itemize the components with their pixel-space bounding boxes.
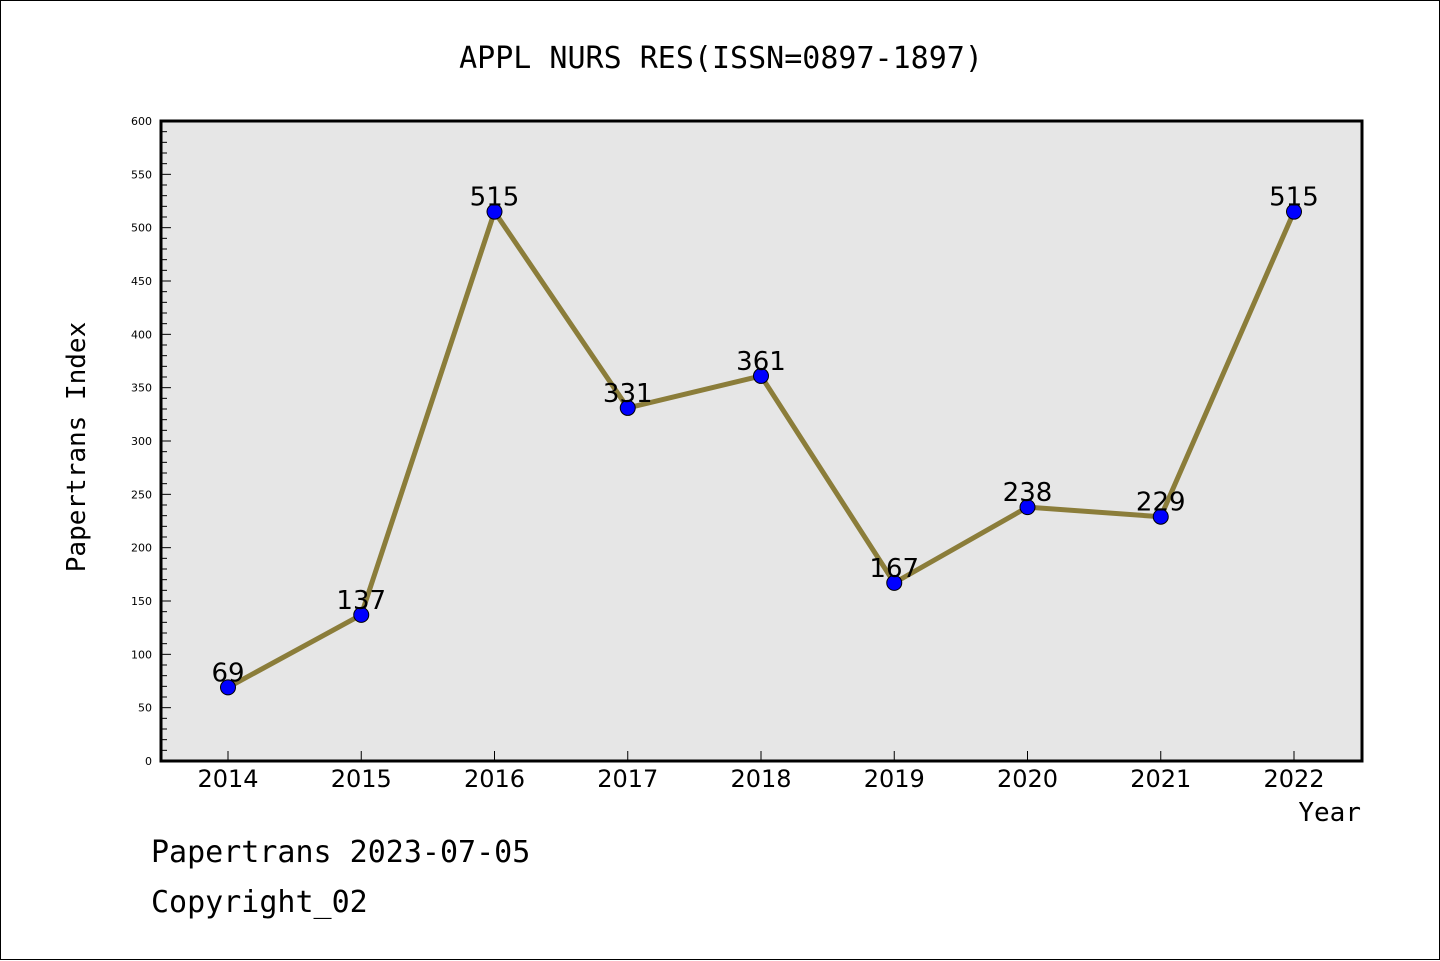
data-labels: 69 137 515 331 361 167 238 229 515 xyxy=(211,183,1318,689)
y-tick-label: 450 xyxy=(131,275,152,288)
x-tick-label: 2015 xyxy=(331,765,392,793)
x-tick-label: 2021 xyxy=(1130,765,1191,793)
data-point xyxy=(1019,499,1036,516)
data-label: 361 xyxy=(736,347,786,377)
y-axis-label: Papertrans Index xyxy=(62,322,92,572)
data-label: 515 xyxy=(470,183,520,213)
x-tick-label: 2018 xyxy=(730,765,791,793)
x-axis-label: Year xyxy=(1298,798,1361,828)
y-tick-label: 600 xyxy=(131,115,152,128)
y-tick-label: 200 xyxy=(131,542,152,555)
y-tick-label: 400 xyxy=(131,328,152,341)
y-tick-label: 250 xyxy=(131,488,152,501)
series xyxy=(220,203,1302,696)
y-tick-label: 350 xyxy=(131,382,152,395)
data-point xyxy=(353,606,370,623)
data-label: 238 xyxy=(1003,478,1053,508)
x-tick-label: 2014 xyxy=(197,765,258,793)
y-tick-label: 50 xyxy=(138,702,152,715)
y-axis: 0 50 100 150 200 250 300 350 400 450 500 550 600 xyxy=(131,115,171,768)
chart-title: APPL NURS RES(ISSN=0897-1897) xyxy=(459,41,983,76)
y-tick-label: 150 xyxy=(131,595,152,608)
data-label: 69 xyxy=(211,658,244,688)
data-point xyxy=(1286,203,1302,220)
x-axis: 2014 2015 2016 2017 2018 2019 2020 2021 2022 xyxy=(197,751,1325,793)
x-tick-label: 2019 xyxy=(864,765,925,793)
plot-area xyxy=(159,119,1364,763)
data-label: 167 xyxy=(869,554,919,584)
data-point xyxy=(753,367,769,384)
y-tick-label: 0 xyxy=(145,755,152,768)
data-label: 515 xyxy=(1269,183,1319,213)
data-point xyxy=(619,399,636,416)
data-label: 229 xyxy=(1136,488,1186,518)
y-tick-label: 300 xyxy=(131,435,152,448)
data-point xyxy=(486,203,503,220)
x-tick-label: 2017 xyxy=(597,765,658,793)
data-point xyxy=(220,679,236,696)
y-tick-label: 500 xyxy=(131,222,152,235)
y-tick-label: 550 xyxy=(131,168,152,181)
x-tick-label: 2020 xyxy=(997,765,1058,793)
footer-date: Papertrans 2023-07-05 xyxy=(151,835,531,870)
data-label: 137 xyxy=(336,586,386,616)
data-point xyxy=(886,574,903,591)
x-tick-label: 2022 xyxy=(1263,765,1324,793)
data-point xyxy=(1152,508,1169,525)
data-label: 331 xyxy=(603,379,653,409)
footer-copyright: Copyright_02 xyxy=(151,885,368,920)
x-tick-label: 2016 xyxy=(464,765,525,793)
y-tick-label: 100 xyxy=(131,648,152,661)
